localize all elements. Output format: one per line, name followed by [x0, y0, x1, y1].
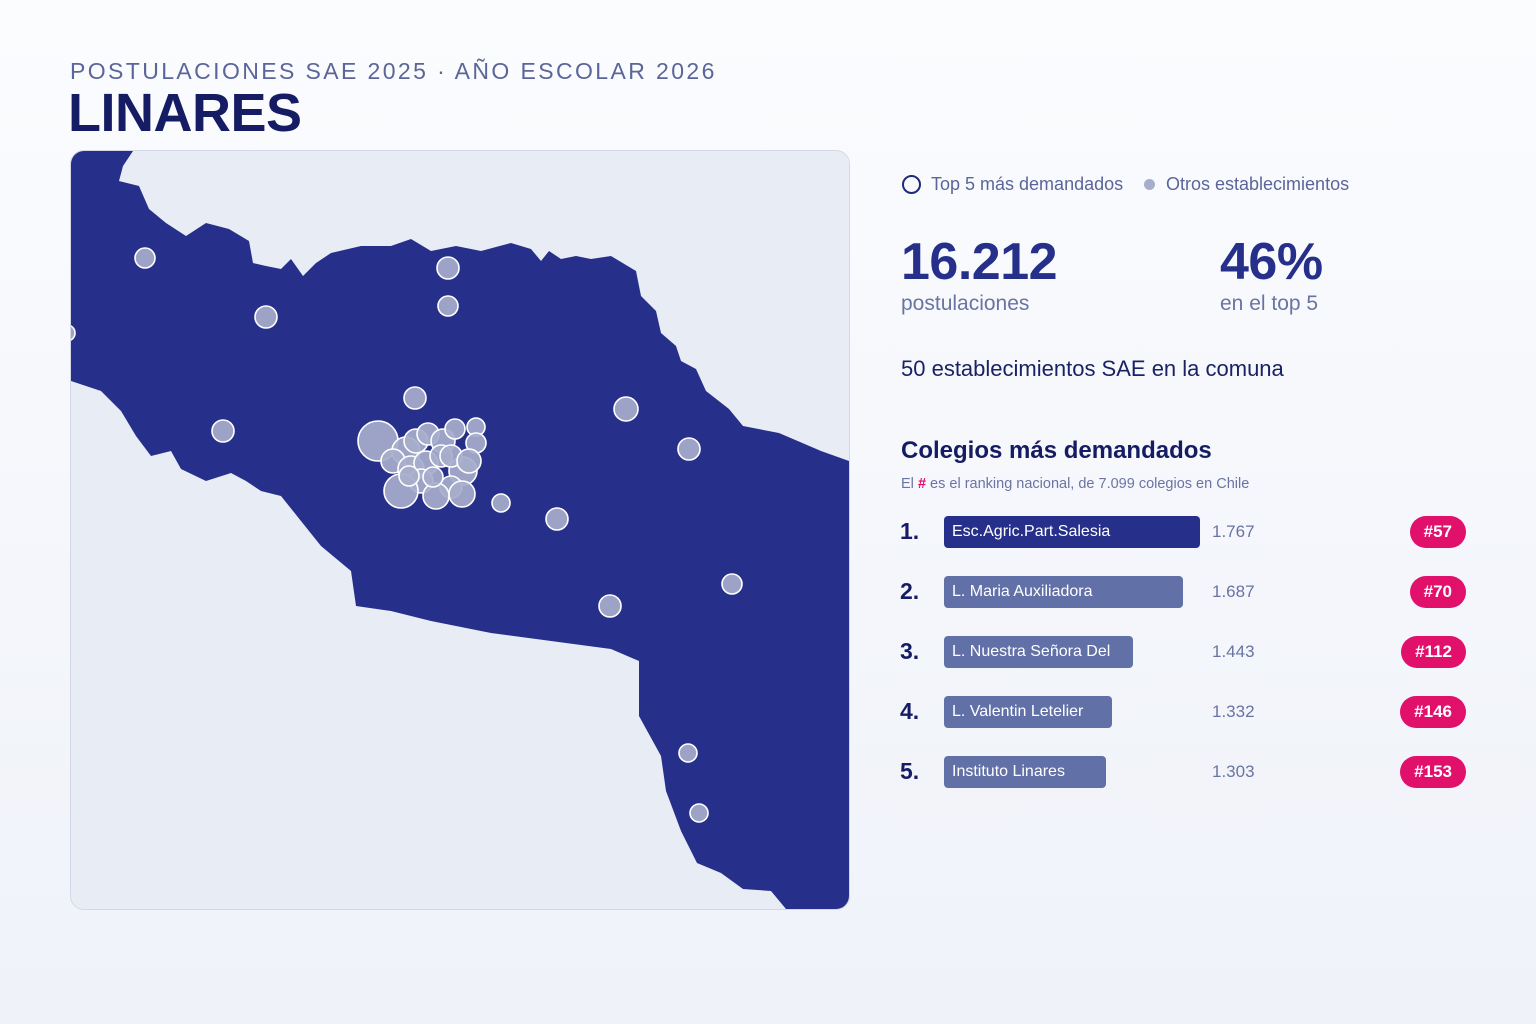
school-marker[interactable]	[721, 573, 743, 595]
school-marker[interactable]	[491, 493, 511, 513]
rank-number: 2.	[900, 578, 920, 604]
school-bar: Instituto Linares	[944, 756, 1107, 788]
applications-label: postulaciones	[901, 292, 1030, 315]
applications-count: 1.687	[1212, 582, 1255, 601]
national-rank-badge: #70	[1409, 576, 1466, 608]
ranking-row[interactable]: 4. L. Valentin Letelier 1.332 #146	[900, 696, 1470, 730]
rank-number: 4.	[900, 698, 920, 724]
ranking-note: El # es el ranking nacional, de 7.099 co…	[901, 476, 1249, 492]
school-bar: L. Maria Auxiliadora	[944, 576, 1183, 608]
ranking-title: Colegios más demandados	[901, 437, 1212, 464]
legend-top5: Top 5 más demandados	[902, 174, 1123, 195]
school-marker[interactable]	[254, 305, 278, 329]
ranking-row[interactable]: 2. L. Maria Auxiliadora 1.687 #70	[900, 576, 1470, 610]
national-rank-badge: #153	[1400, 756, 1466, 788]
national-rank-badge: #57	[1409, 516, 1466, 548]
rank-number: 1.	[900, 518, 920, 544]
school-marker[interactable]	[437, 295, 459, 317]
school-marker[interactable]	[677, 437, 701, 461]
top5-share-label: en el top 5	[1220, 292, 1319, 315]
ranking-row[interactable]: 5. Instituto Linares 1.303 #153	[900, 756, 1470, 790]
school-bar: Esc.Agric.Part.Salesia	[944, 516, 1200, 548]
page-title: LINARES	[68, 83, 302, 143]
commune-shape	[71, 151, 849, 909]
school-marker[interactable]	[678, 743, 698, 763]
ranking-note-hash: #	[917, 476, 927, 492]
page-subtitle: POSTULACIONES SAE 2025 · AÑO ESCOLAR 202…	[70, 58, 717, 84]
applications-count: 1.767	[1212, 522, 1255, 541]
school-marker[interactable]	[689, 803, 709, 823]
school-marker[interactable]	[456, 448, 482, 474]
ranking-note-prefix: El	[901, 476, 914, 492]
legend-others-label: Otros establecimientos	[1166, 174, 1350, 194]
applications-count: 1.443	[1212, 642, 1255, 661]
school-marker[interactable]	[598, 594, 622, 618]
commune-map[interactable]	[70, 150, 850, 910]
school-marker[interactable]	[71, 325, 76, 341]
school-marker[interactable]	[444, 418, 466, 440]
school-marker[interactable]	[436, 256, 460, 280]
applications-total: 16.212	[901, 233, 1058, 291]
rank-number: 3.	[900, 638, 920, 664]
legend-others: Otros establecimientos	[1144, 174, 1349, 195]
school-markers	[71, 247, 743, 823]
ranking-row[interactable]: 1. Esc.Agric.Part.Salesia 1.767 #57	[900, 516, 1470, 550]
dot-marker-icon	[1144, 179, 1155, 190]
school-bar: L. Valentin Letelier	[944, 696, 1112, 728]
school-marker[interactable]	[422, 466, 444, 488]
map-canvas	[71, 151, 849, 909]
national-rank-badge: #146	[1400, 696, 1466, 728]
national-rank-badge: #112	[1401, 636, 1466, 668]
school-marker[interactable]	[448, 480, 476, 508]
schools-summary: 50 establecimientos SAE en la comuna	[901, 356, 1284, 381]
rank-number: 5.	[900, 758, 920, 784]
school-marker[interactable]	[398, 465, 420, 487]
school-marker[interactable]	[403, 386, 427, 410]
school-marker[interactable]	[613, 396, 639, 422]
ranking-row[interactable]: 3. L. Nuestra Señora Del 1.443 #112	[900, 636, 1470, 670]
school-bar: L. Nuestra Señora Del	[944, 636, 1133, 668]
school-marker[interactable]	[134, 247, 156, 269]
applications-count: 1.332	[1212, 702, 1255, 721]
ring-marker-icon	[902, 175, 921, 194]
legend-top5-label: Top 5 más demandados	[931, 174, 1124, 194]
school-marker[interactable]	[211, 419, 235, 443]
top5-share: 46%	[1220, 233, 1323, 291]
ranking-note-suffix: es el ranking nacional, de 7.099 colegio…	[930, 476, 1250, 492]
school-marker[interactable]	[545, 507, 569, 531]
applications-count: 1.303	[1212, 762, 1255, 781]
